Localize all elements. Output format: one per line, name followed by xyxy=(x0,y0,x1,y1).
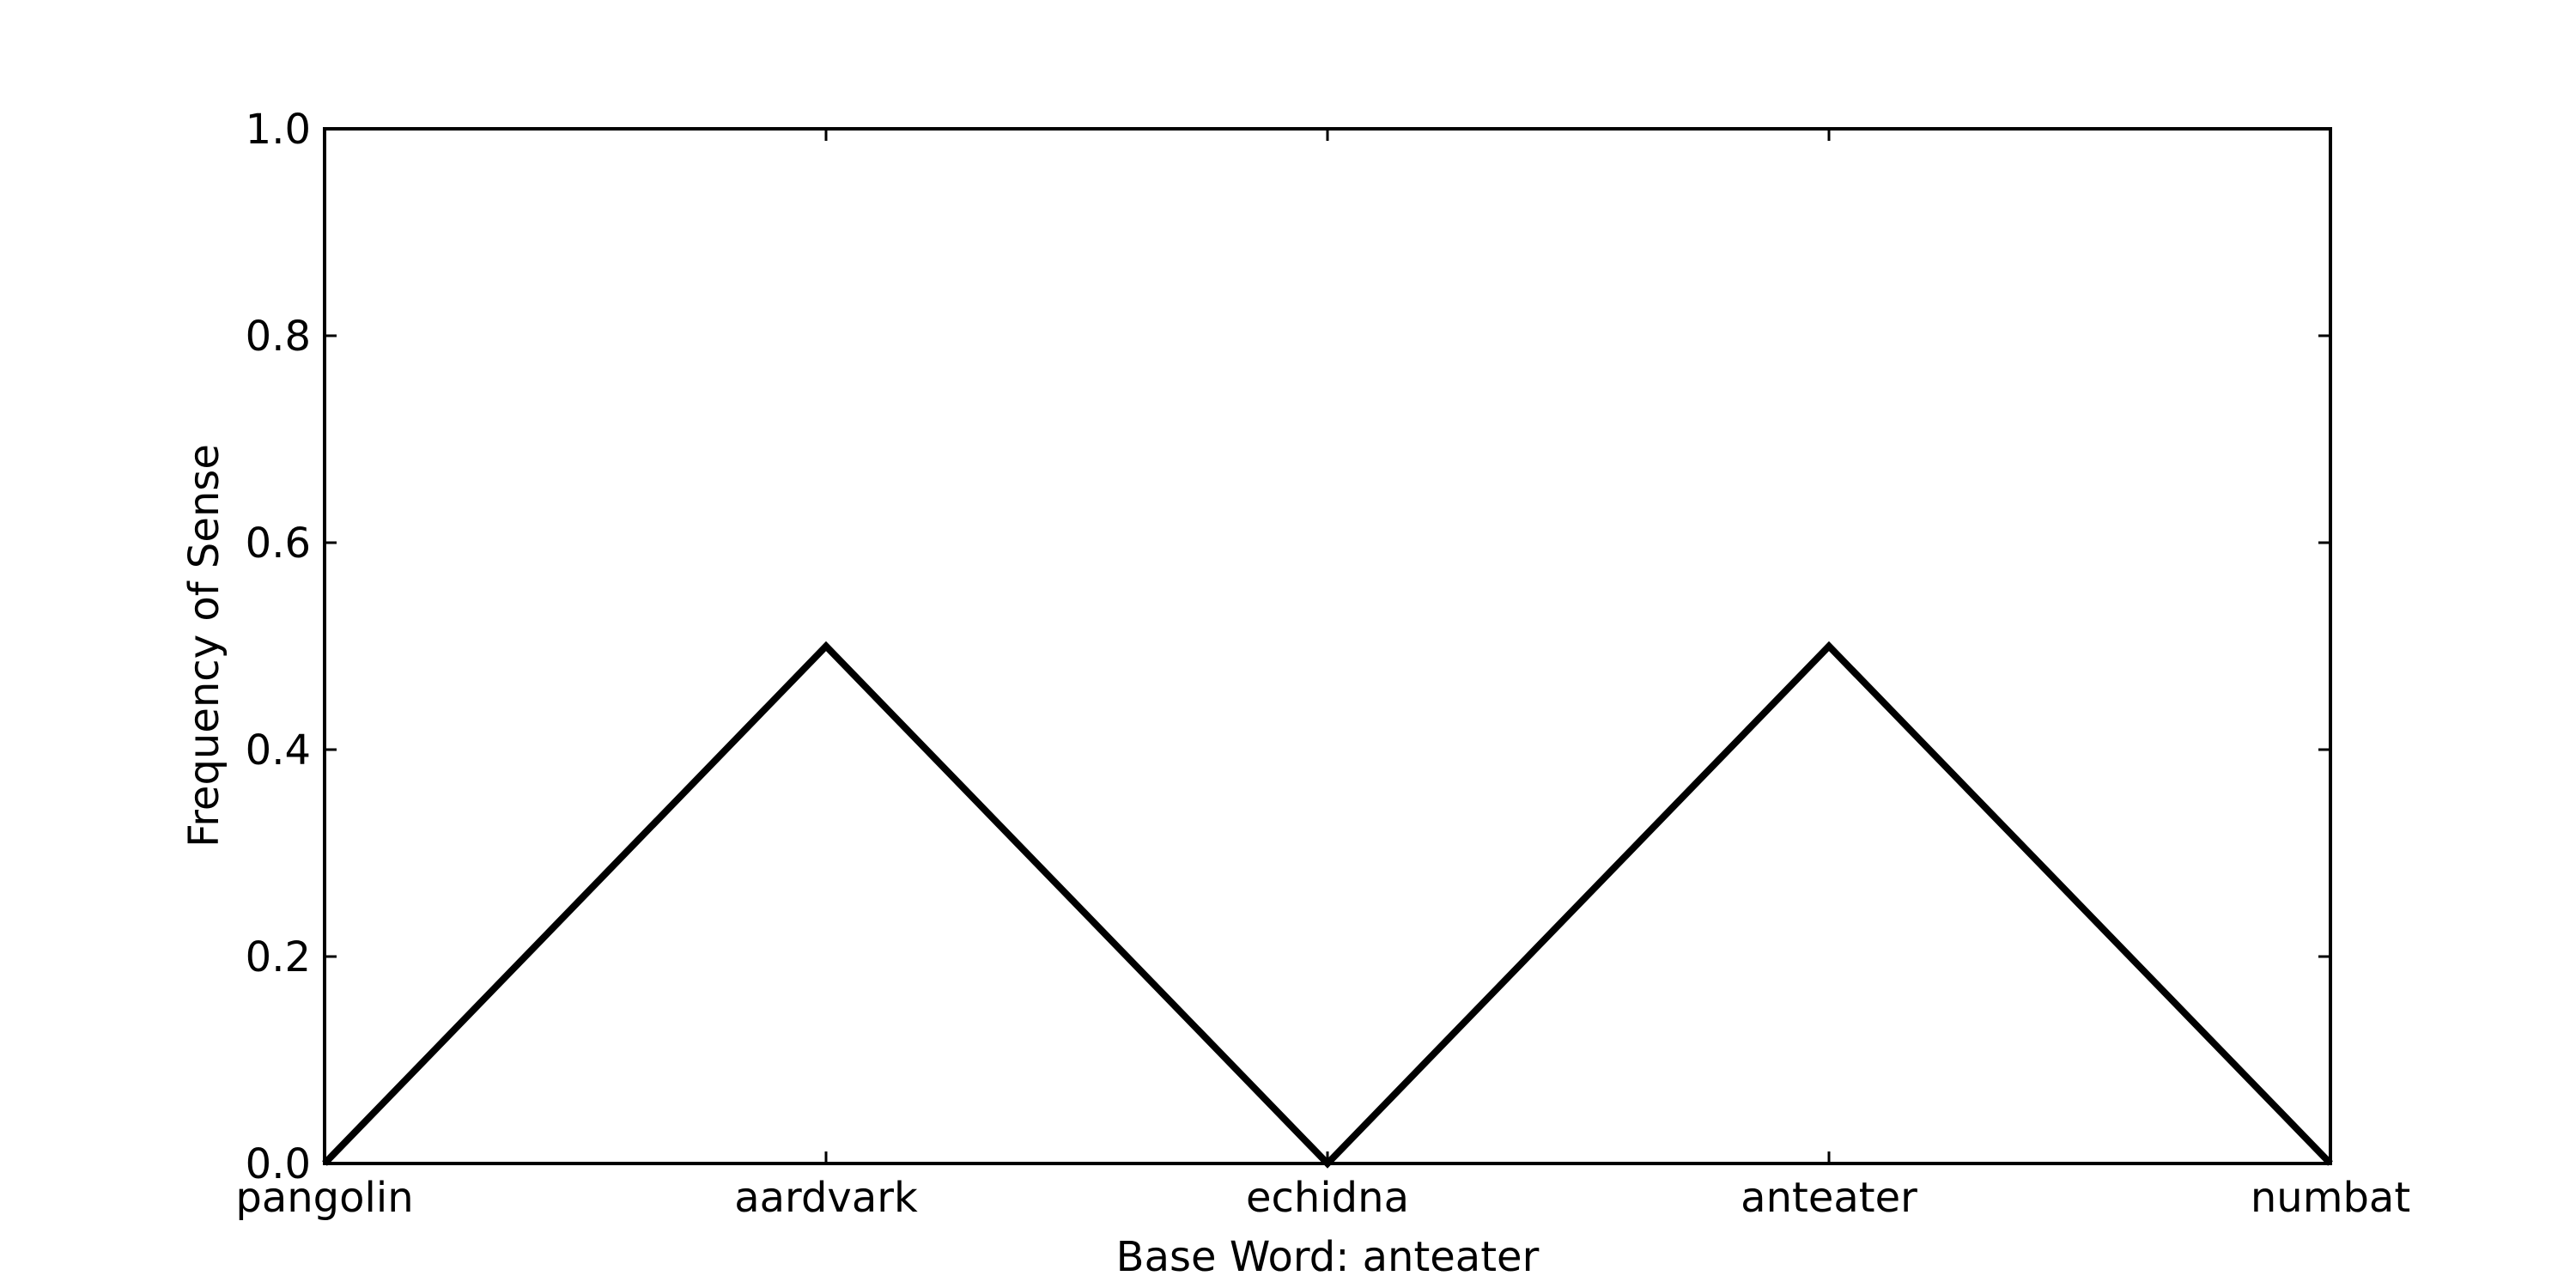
x-tick-label: anteater xyxy=(1741,1174,1917,1222)
y-tick-label: 1.0 xyxy=(246,106,311,154)
x-tick-label: pangolin xyxy=(235,1174,413,1222)
y-axis-label: Frequency of Sense xyxy=(180,444,228,848)
x-tick-label: aardvark xyxy=(734,1174,918,1222)
y-tick-labels: 0.0 0.2 0.4 0.6 0.8 1.0 xyxy=(246,106,311,1188)
y-tick-label: 0.2 xyxy=(246,933,311,981)
y-tick-label: 0.0 xyxy=(246,1140,311,1188)
x-tick-label: numbat xyxy=(2251,1174,2410,1222)
plot-frame xyxy=(323,127,2332,1165)
y-tick-label: 0.8 xyxy=(246,313,311,361)
series-line xyxy=(322,641,2333,1169)
axis-ticks xyxy=(323,127,2332,1165)
y-tick-label: 0.6 xyxy=(246,519,311,568)
x-axis-label: Base Word: anteater xyxy=(1116,1233,1540,1281)
y-tick-label: 0.4 xyxy=(246,726,311,775)
x-tick-labels: pangolin aardvark echidna anteater numbat xyxy=(235,1174,2410,1222)
x-tick-label: echidna xyxy=(1246,1174,1409,1222)
